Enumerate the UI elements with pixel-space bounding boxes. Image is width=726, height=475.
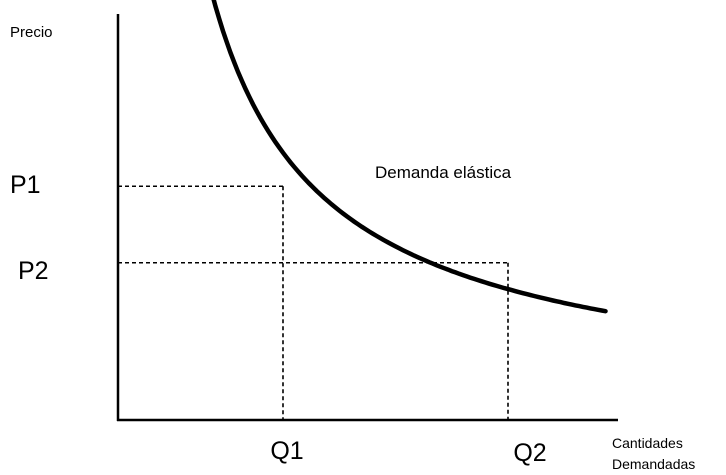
x-axis-label-line-1: Cantidades	[612, 435, 683, 451]
demand-curve	[211, 0, 608, 314]
x-axis-label-line-2: Demandadas	[612, 456, 695, 472]
tick-label-p1: P1	[10, 171, 41, 199]
tick-label-q2: Q2	[513, 439, 546, 467]
tick-label-q1: Q1	[270, 437, 303, 465]
tick-label-p2: P2	[18, 257, 49, 285]
curve-label: Demanda elástica	[375, 163, 512, 182]
y-axis-label: Precio	[10, 24, 53, 41]
